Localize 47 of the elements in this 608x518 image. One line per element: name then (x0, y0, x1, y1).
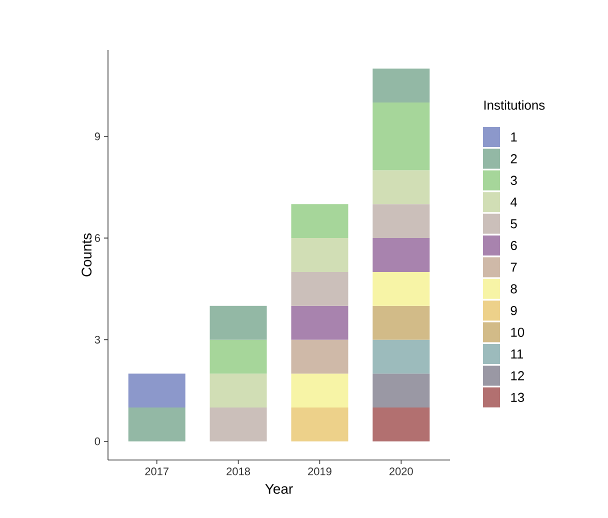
bar (372, 204, 430, 238)
y-tick-label: 3 (94, 336, 100, 344)
legend-label: 1 (511, 132, 517, 142)
bar (210, 374, 267, 408)
bar (291, 272, 348, 306)
legend-label: 8 (510, 284, 517, 294)
legend-label: 10 (511, 328, 524, 337)
bar (372, 68, 430, 103)
bar (372, 340, 430, 374)
y-axis-title: Counts (82, 233, 92, 276)
y-tick-label: 6 (94, 234, 100, 242)
legend-label: 5 (510, 219, 517, 228)
bar (372, 306, 430, 340)
legend-label: 13 (511, 392, 524, 402)
bar (372, 170, 430, 204)
legend-label: 11 (511, 350, 524, 358)
bar (128, 374, 186, 408)
legend-label: 6 (510, 240, 517, 250)
bar (128, 407, 186, 442)
y-tick-label: 0 (94, 437, 100, 446)
x-tick-label: 2019 (308, 468, 332, 476)
bar (291, 340, 348, 374)
bar (210, 306, 267, 340)
legend-label: 4 (510, 198, 518, 207)
bar (372, 102, 430, 170)
bar (291, 374, 348, 408)
bar (291, 204, 348, 238)
legend-label: 12 (511, 371, 524, 380)
x-tick-label: 2018 (226, 468, 250, 476)
legend-title: Institutions (484, 100, 545, 110)
bar (372, 238, 430, 272)
bar (291, 306, 348, 340)
bar (210, 340, 267, 374)
legend-label: 2 (510, 154, 517, 164)
x-axis-title: Year (265, 484, 293, 494)
legend-label: 7 (510, 262, 517, 272)
bar (210, 407, 267, 442)
bar (291, 407, 348, 442)
x-tick-label: 2017 (145, 468, 168, 476)
bar (372, 272, 430, 306)
legend-label: 9 (510, 306, 517, 316)
bar (291, 238, 348, 272)
bar (372, 407, 430, 442)
legend-label: 3 (510, 176, 517, 185)
y-tick-label: 9 (94, 132, 100, 140)
bar (372, 374, 430, 408)
x-tick-label: 2020 (390, 468, 413, 476)
